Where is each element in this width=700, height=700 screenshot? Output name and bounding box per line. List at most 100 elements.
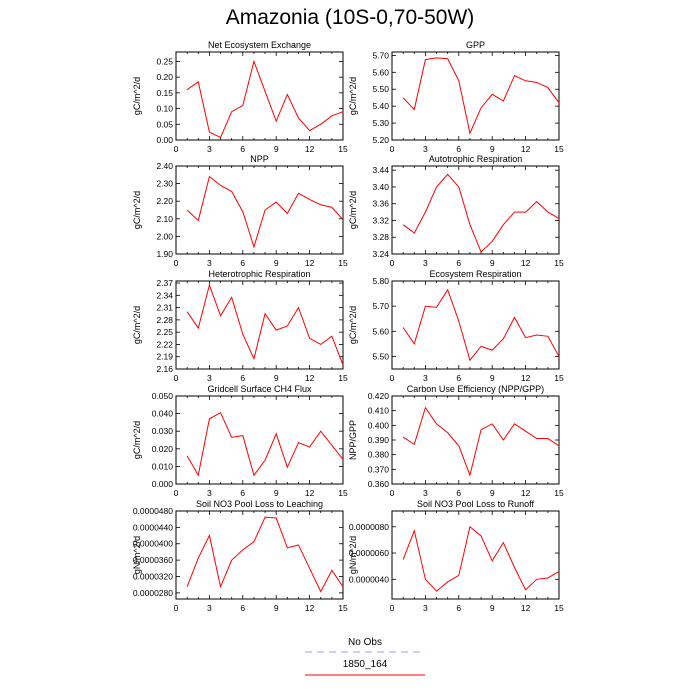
panel-6-xtick-label: 15 xyxy=(554,373,564,383)
panel-1-ytick-label: 0.20 xyxy=(156,72,173,82)
panel-5-ytick-label: 2.25 xyxy=(156,327,173,337)
panel-8-ytick-label: 0.400 xyxy=(368,420,390,430)
panel-5-frame xyxy=(175,280,344,370)
panel-1-title: Net Ecosystem Exchange xyxy=(208,40,311,50)
panel-10-xtick-label: 6 xyxy=(456,603,461,613)
panel-10-ylabel: gN/m^2/d xyxy=(348,536,358,574)
panel-10-xtick-label: 15 xyxy=(554,603,564,613)
panel-9-frame xyxy=(175,510,344,600)
panel-2-ytick-label: 5.60 xyxy=(372,67,389,77)
panel-10-ytick-label: 0.0000080 xyxy=(349,522,389,532)
panel-2-ytick-label: 5.20 xyxy=(372,135,389,145)
panel-6-ytick-label: 5.70 xyxy=(372,301,389,311)
panel-3-xtick-label: 12 xyxy=(305,258,315,268)
panel-5-ytick-label: 2.16 xyxy=(156,364,173,374)
panel-9-xtick-label: 15 xyxy=(338,603,348,613)
panel-4-xtick-label: 9 xyxy=(490,258,495,268)
panel-6-xtick-label: 0 xyxy=(390,373,395,383)
panel-1-xtick-label: 9 xyxy=(274,144,279,154)
panel-4-xtick-label: 15 xyxy=(554,258,564,268)
panel-9-ytick-label: 0.0000320 xyxy=(133,571,173,581)
panel-2-frame xyxy=(391,51,560,141)
panel-3-ytick-label: 1.90 xyxy=(156,249,173,259)
panel-1-ytick-label: 0.05 xyxy=(156,119,173,129)
panel-8-xtick-label: 15 xyxy=(554,488,564,498)
panel-9-ytick-label: 0.0000280 xyxy=(133,588,173,598)
panel-8-xtick-label: 0 xyxy=(390,488,395,498)
panel-4-ytick-label: 3.44 xyxy=(372,165,389,175)
panel-7-xtick-label: 9 xyxy=(274,488,279,498)
panel-7-xtick-label: 15 xyxy=(338,488,348,498)
panel-7-frame xyxy=(175,395,344,485)
panel-7-title: Gridcell Surface CH4 Flux xyxy=(207,384,312,394)
panel-5-xtick-label: 3 xyxy=(207,373,212,383)
panel-10-xtick-label: 12 xyxy=(521,603,531,613)
panel-4-xtick-label: 0 xyxy=(390,258,395,268)
panel-1-series-line xyxy=(186,59,344,139)
panel-3-ytick-label: 2.00 xyxy=(156,231,173,241)
panel-3-xtick-label: 6 xyxy=(240,258,245,268)
panel-5-xtick-label: 15 xyxy=(338,373,348,383)
panel-4-ytick-label: 3.36 xyxy=(372,199,389,209)
panel-7-xtick-label: 6 xyxy=(240,488,245,498)
panel-5-ytick-label: 2.19 xyxy=(156,352,173,362)
panel-9-ytick-label: 0.0000440 xyxy=(133,522,173,532)
panel-6-series-line xyxy=(402,288,560,362)
panel-2-xtick-label: 3 xyxy=(423,144,428,154)
panel-6-frame xyxy=(391,280,560,370)
panel-3-ytick-label: 2.30 xyxy=(156,179,173,189)
panel-5-ytick-label: 2.31 xyxy=(156,303,173,313)
panel-7-series-line xyxy=(186,412,344,477)
panel-2-series-line xyxy=(402,57,560,135)
panel-2-ylabel: gC/m^2/d xyxy=(348,77,358,115)
panel-3-ytick-label: 2.20 xyxy=(156,196,173,206)
panel-7-xtick-label: 0 xyxy=(174,488,179,498)
panel-6-xtick-label: 6 xyxy=(456,373,461,383)
panel-6-ylabel: gC/m^2/d xyxy=(348,306,358,344)
panel-8-ylabel: NPP/GPP xyxy=(348,420,358,460)
panel-1-xtick-label: 3 xyxy=(207,144,212,154)
panel-6-ytick-label: 5.80 xyxy=(372,276,389,286)
panel-7-ytick-label: 0.050 xyxy=(152,391,174,401)
panel-8-frame xyxy=(391,395,560,485)
panel-8-ytick-label: 0.410 xyxy=(368,406,390,416)
panel-4-ytick-label: 3.40 xyxy=(372,182,389,192)
panel-4-series-line xyxy=(402,173,560,253)
panel-3-series-line xyxy=(186,175,344,249)
panel-1-xtick-label: 6 xyxy=(240,144,245,154)
panel-4-ytick-label: 3.28 xyxy=(372,232,389,242)
panel-1-ytick-label: 0.15 xyxy=(156,88,173,98)
panel-7-xtick-label: 12 xyxy=(305,488,315,498)
panel-3-xtick-label: 15 xyxy=(338,258,348,268)
panel-4-ytick-label: 3.24 xyxy=(372,249,389,259)
panel-4-title: Autotrophic Respiration xyxy=(429,154,523,164)
panel-5-series-line xyxy=(186,283,344,366)
panel-7-ytick-label: 0.020 xyxy=(152,444,174,454)
panel-2-ytick-label: 5.30 xyxy=(372,118,389,128)
panel-10-title: Soil NO3 Pool Loss to Runoff xyxy=(417,499,534,509)
panel-3-xtick-label: 0 xyxy=(174,258,179,268)
panel-5-ytick-label: 2.37 xyxy=(156,278,173,288)
panel-8-xtick-label: 3 xyxy=(423,488,428,498)
panel-9-ytick-label: 0.0000480 xyxy=(133,506,173,516)
panel-8-ytick-label: 0.420 xyxy=(368,391,390,401)
panel-5-ytick-label: 2.28 xyxy=(156,315,173,325)
panel-5-ylabel: gC/m^2/d xyxy=(132,306,142,344)
panel-8-series-line xyxy=(402,406,560,477)
panel-5-ytick-label: 2.34 xyxy=(156,290,173,300)
panel-4-xtick-label: 3 xyxy=(423,258,428,268)
panel-7-ytick-label: 0.030 xyxy=(152,426,174,436)
panel-2-xtick-label: 9 xyxy=(490,144,495,154)
panel-1-xtick-label: 15 xyxy=(338,144,348,154)
panel-3-xtick-label: 3 xyxy=(207,258,212,268)
legend-line-1850-164 xyxy=(305,674,425,676)
panel-10-xtick-label: 0 xyxy=(390,603,395,613)
panel-1-ylabel: gC/m^2/d xyxy=(132,77,142,115)
panel-3-xtick-label: 9 xyxy=(274,258,279,268)
panel-1-ytick-label: 0.25 xyxy=(156,56,173,66)
panel-8-xtick-label: 6 xyxy=(456,488,461,498)
panel-1-frame xyxy=(175,51,344,141)
panel-10-xtick-label: 3 xyxy=(423,603,428,613)
legend-line-no-obs xyxy=(305,651,425,653)
